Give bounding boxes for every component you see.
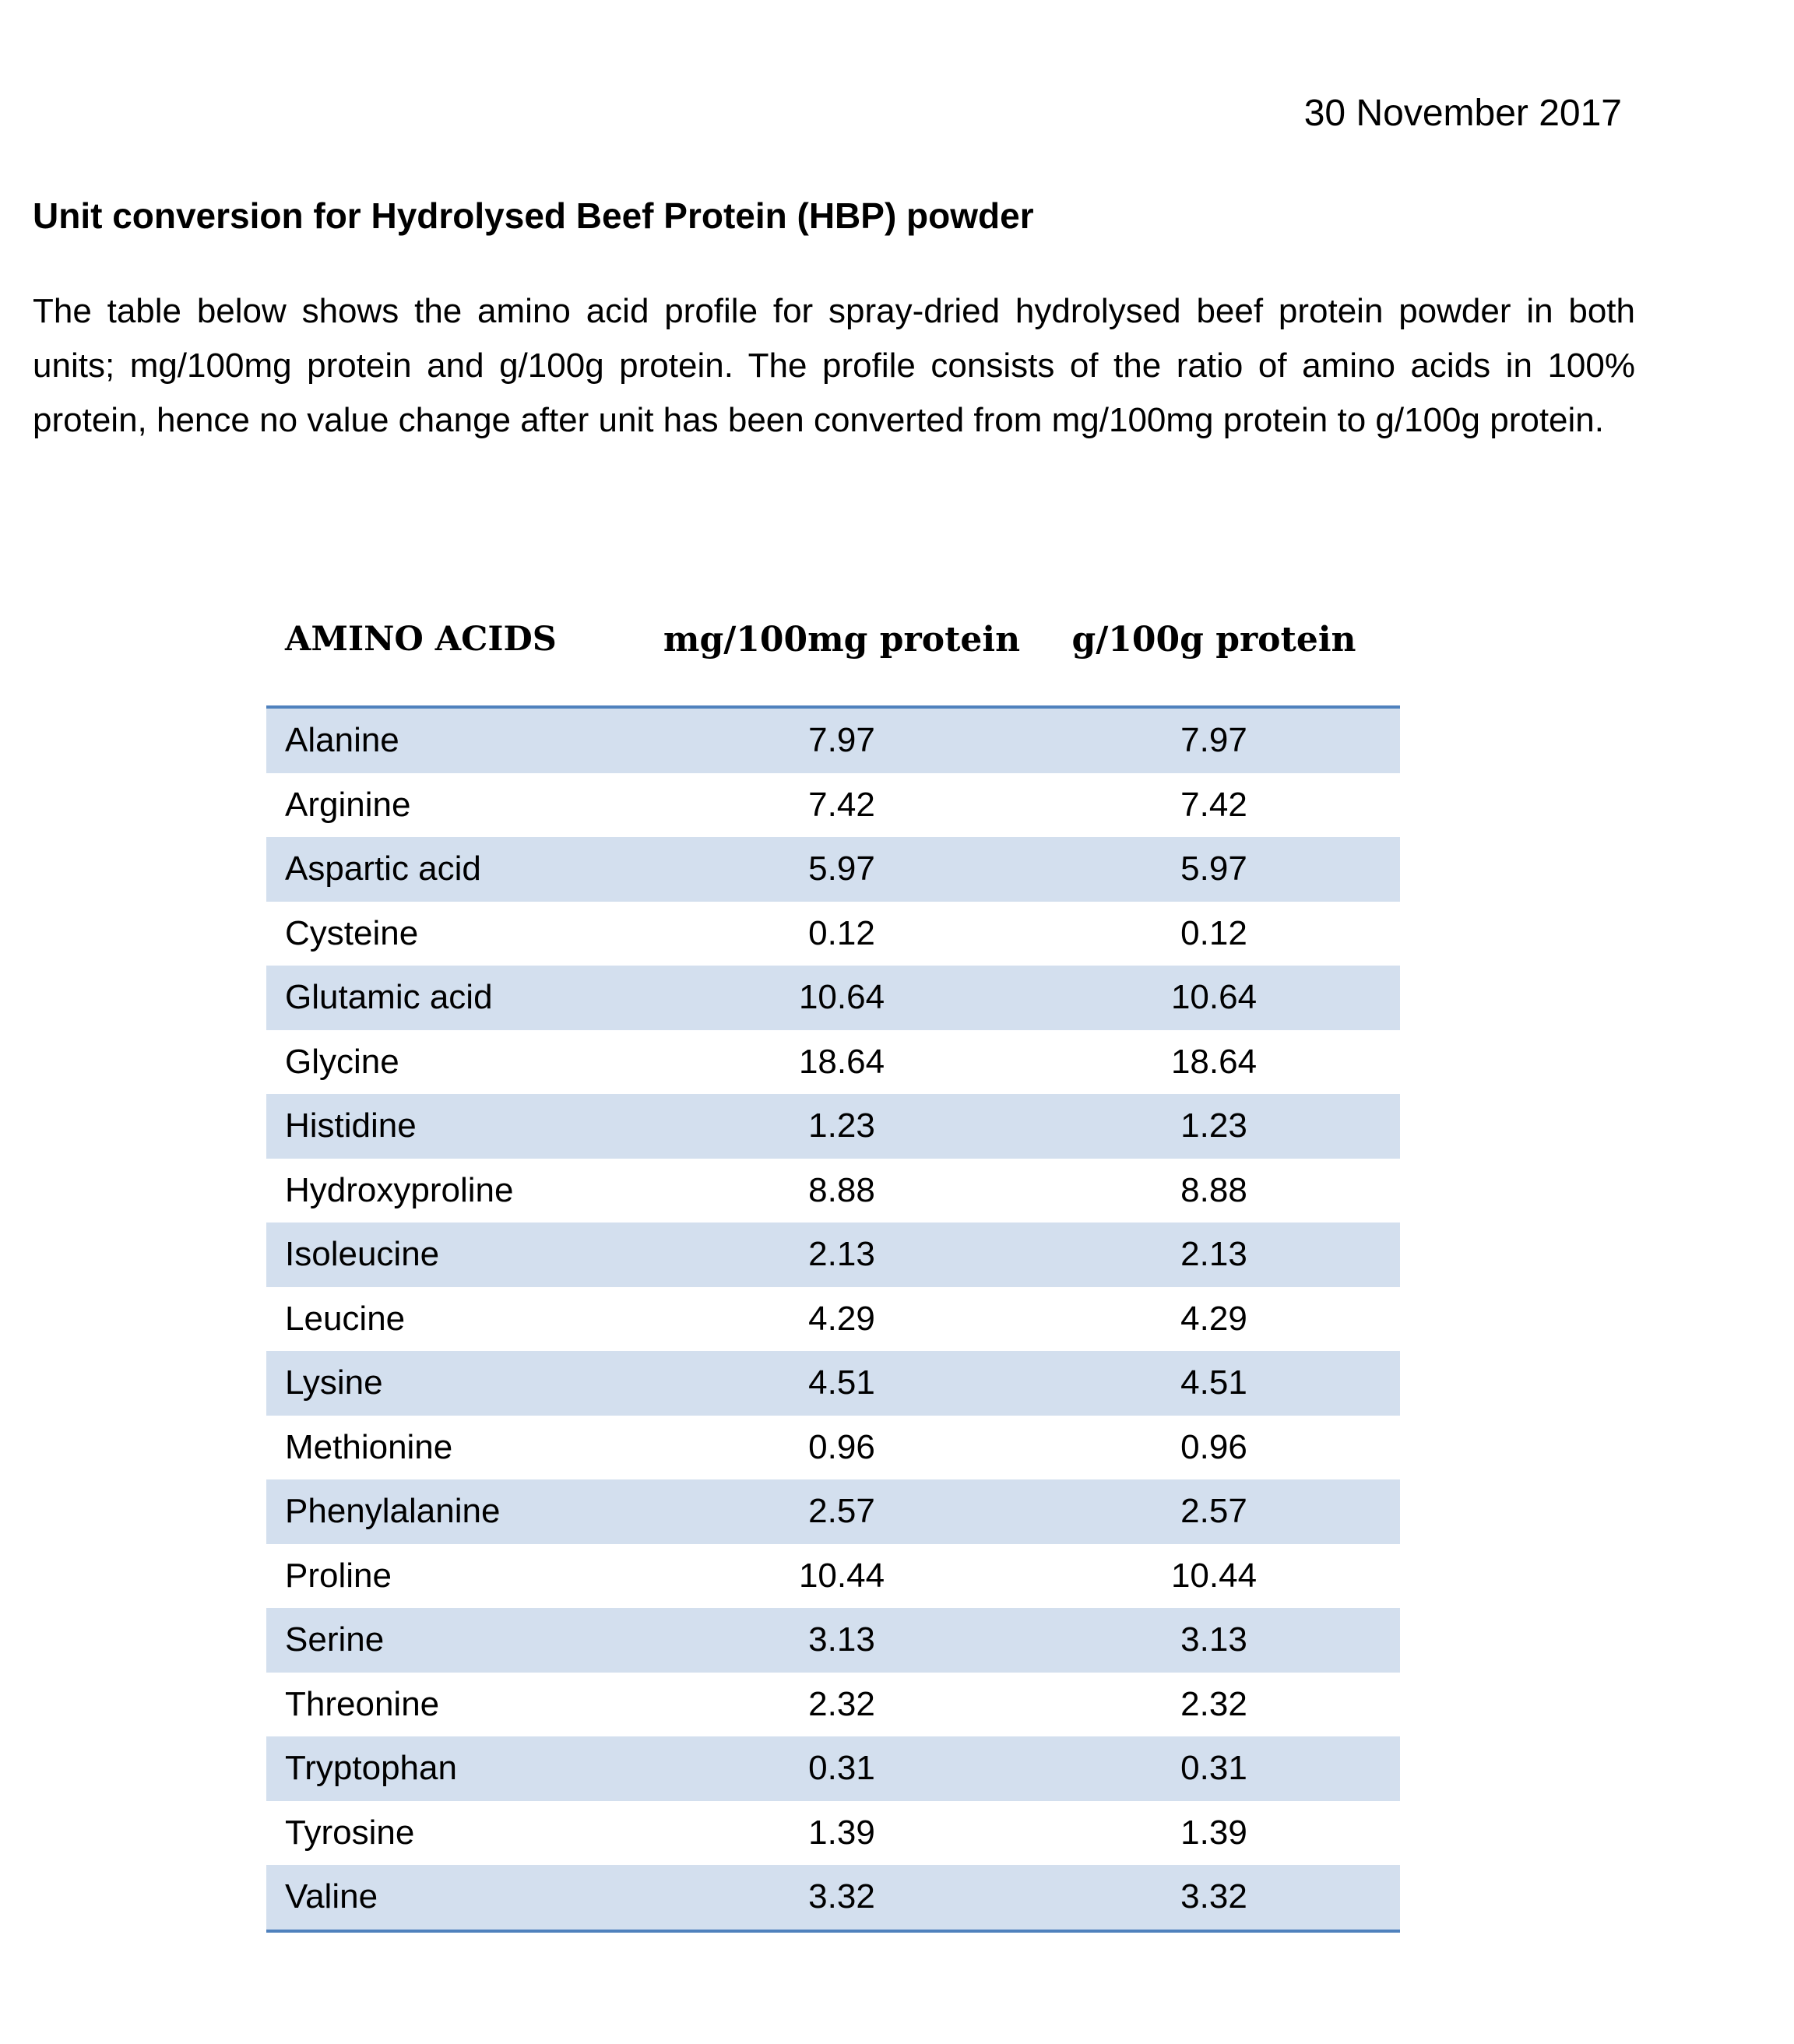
mg-per-100mg-cell: 18.64 [656, 1029, 1028, 1094]
mg-per-100mg-cell: 7.97 [656, 707, 1028, 773]
table-row: Tryptophan 0.31 0.31 [266, 1736, 1400, 1801]
amino-acid-name-cell: Alanine [266, 707, 656, 773]
mg-per-100mg-cell: 8.88 [656, 1158, 1028, 1223]
header-mg-per-100mg: mg/100mg protein [656, 615, 1028, 709]
table-row: Proline 10.44 10.44 [266, 1543, 1400, 1608]
g-per-100g-cell: 8.88 [1028, 1158, 1400, 1223]
amino-acid-name-cell: Tyrosine [266, 1800, 656, 1865]
amino-acid-table-container: AMINO ACIDS mg/100mg protein g/100g prot… [266, 615, 1400, 1933]
mg-per-100mg-cell: 7.42 [656, 772, 1028, 837]
table-row: Threonine 2.32 2.32 [266, 1672, 1400, 1736]
g-per-100g-cell: 2.57 [1028, 1479, 1400, 1544]
g-per-100g-cell: 10.64 [1028, 966, 1400, 1030]
table-row: Glutamic acid 10.64 10.64 [266, 966, 1400, 1030]
header-amino-acids: AMINO ACIDS [266, 615, 656, 709]
g-per-100g-cell: 5.97 [1028, 837, 1400, 902]
table-header-row: AMINO ACIDS mg/100mg protein g/100g prot… [266, 615, 1400, 709]
table-body: Alanine 7.97 7.97 Arginine 7.42 7.42 Aspartic … [266, 707, 1400, 1933]
table-row: Valine 3.32 3.32 [266, 1865, 1400, 1933]
mg-per-100mg-cell: 3.13 [656, 1608, 1028, 1673]
mg-per-100mg-cell: 0.31 [656, 1736, 1028, 1801]
g-per-100g-cell: 0.31 [1028, 1736, 1400, 1801]
document-title: Unit conversion for Hydrolysed Beef Prot… [33, 195, 1034, 236]
amino-acid-name-cell: Isoleucine [266, 1223, 656, 1287]
mg-per-100mg-cell: 3.32 [656, 1865, 1028, 1933]
amino-acid-name-cell: Serine [266, 1608, 656, 1673]
mg-per-100mg-cell: 2.57 [656, 1479, 1028, 1544]
g-per-100g-cell: 7.97 [1028, 707, 1400, 773]
amino-acid-name-cell: Lysine [266, 1351, 656, 1416]
amino-acid-name-cell: Threonine [266, 1672, 656, 1736]
table-row: Histidine 1.23 1.23 [266, 1094, 1400, 1159]
amino-acid-name-cell: Cysteine [266, 901, 656, 966]
g-per-100g-cell: 0.96 [1028, 1415, 1400, 1479]
header-g-per-100g-label: g/100g protein [1071, 620, 1356, 660]
g-per-100g-cell: 3.13 [1028, 1608, 1400, 1673]
amino-acid-name-cell: Phenylalanine [266, 1479, 656, 1544]
amino-acid-table: AMINO ACIDS mg/100mg protein g/100g prot… [266, 615, 1400, 1933]
table-row: Serine 3.13 3.13 [266, 1608, 1400, 1673]
g-per-100g-cell: 1.23 [1028, 1094, 1400, 1159]
mg-per-100mg-cell: 10.44 [656, 1543, 1028, 1608]
mg-per-100mg-cell: 5.97 [656, 837, 1028, 902]
table-row: Arginine 7.42 7.42 [266, 772, 1400, 837]
g-per-100g-cell: 0.12 [1028, 901, 1400, 966]
g-per-100g-cell: 7.42 [1028, 772, 1400, 837]
g-per-100g-cell: 4.51 [1028, 1351, 1400, 1416]
g-per-100g-cell: 2.32 [1028, 1672, 1400, 1736]
intro-paragraph: The table below shows the amino acid pro… [33, 292, 1635, 439]
mg-per-100mg-cell: 2.32 [656, 1672, 1028, 1736]
g-per-100g-cell: 10.44 [1028, 1543, 1400, 1608]
amino-acid-name-cell: Tryptophan [266, 1736, 656, 1801]
mg-per-100mg-cell: 4.51 [656, 1351, 1028, 1416]
mg-per-100mg-cell: 1.23 [656, 1094, 1028, 1159]
amino-acid-name-cell: Hydroxyproline [266, 1158, 656, 1223]
table-row: Hydroxyproline 8.88 8.88 [266, 1158, 1400, 1223]
amino-acid-name-cell: Arginine [266, 772, 656, 837]
amino-acid-name-cell: Glutamic acid [266, 966, 656, 1030]
table-row: Isoleucine 2.13 2.13 [266, 1223, 1400, 1287]
amino-acid-name-cell: Leucine [266, 1286, 656, 1351]
amino-acid-name-cell: Histidine [266, 1094, 656, 1159]
amino-acid-name-cell: Proline [266, 1543, 656, 1608]
header-g-per-100g: g/100g protein [1028, 615, 1400, 709]
mg-per-100mg-cell: 0.96 [656, 1415, 1028, 1479]
mg-per-100mg-cell: 2.13 [656, 1223, 1028, 1287]
amino-acid-name-cell: Glycine [266, 1029, 656, 1094]
g-per-100g-cell: 4.29 [1028, 1286, 1400, 1351]
g-per-100g-cell: 3.32 [1028, 1865, 1400, 1933]
mg-per-100mg-cell: 10.64 [656, 966, 1028, 1030]
document-date: 30 November 2017 [1303, 93, 1622, 134]
header-mg-per-100mg-label: mg/100mg protein [663, 620, 1021, 660]
table-row: Aspartic acid 5.97 5.97 [266, 837, 1400, 902]
table-row: Lysine 4.51 4.51 [266, 1351, 1400, 1416]
mg-per-100mg-cell: 1.39 [656, 1800, 1028, 1865]
table-row: Leucine 4.29 4.29 [266, 1286, 1400, 1351]
table-row: Phenylalanine 2.57 2.57 [266, 1479, 1400, 1544]
amino-acid-name-cell: Valine [266, 1865, 656, 1933]
table-row: Methionine 0.96 0.96 [266, 1415, 1400, 1479]
mg-per-100mg-cell: 4.29 [656, 1286, 1028, 1351]
g-per-100g-cell: 1.39 [1028, 1800, 1400, 1865]
mg-per-100mg-cell: 0.12 [656, 901, 1028, 966]
table-row: Alanine 7.97 7.97 [266, 707, 1400, 773]
table-row: Glycine 18.64 18.64 [266, 1029, 1400, 1094]
table-row: Tyrosine 1.39 1.39 [266, 1800, 1400, 1865]
table-row: Cysteine 0.12 0.12 [266, 901, 1400, 966]
g-per-100g-cell: 18.64 [1028, 1029, 1400, 1094]
amino-acid-name-cell: Aspartic acid [266, 837, 656, 902]
header-amino-acids-label: AMINO ACIDS [285, 620, 557, 659]
amino-acid-name-cell: Methionine [266, 1415, 656, 1479]
g-per-100g-cell: 2.13 [1028, 1223, 1400, 1287]
